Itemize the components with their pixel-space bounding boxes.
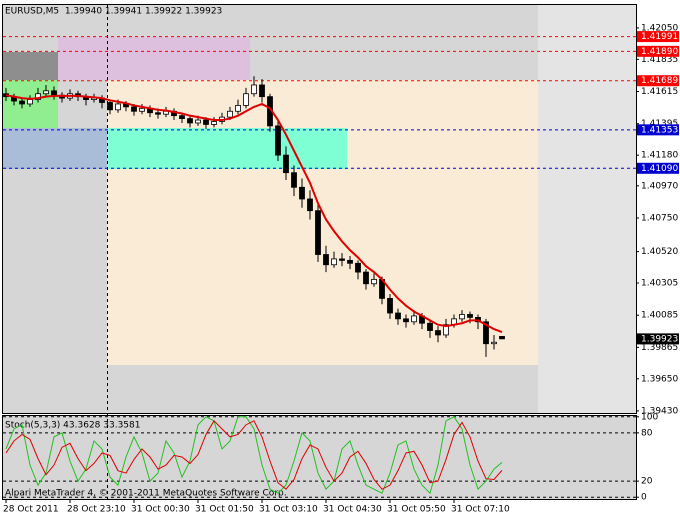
candle-body xyxy=(139,107,145,112)
level-label-box xyxy=(637,75,679,87)
candle-body xyxy=(107,102,113,111)
candle-body xyxy=(131,106,137,112)
y-tick-label: 1.40750 xyxy=(641,213,678,223)
level-label: 1.41353 xyxy=(641,125,678,135)
candle-body xyxy=(395,312,401,320)
indicator-line xyxy=(5,416,503,495)
y-tick-label: 1.40520 xyxy=(641,247,678,257)
x-tick-label: 31 Oct 05:50 xyxy=(387,505,446,515)
y-tick-label: 20 xyxy=(641,477,653,487)
level-label: 1.41689 xyxy=(641,76,678,86)
candle-body xyxy=(403,318,409,323)
x-tick-label: 28 Oct 2011 xyxy=(3,505,59,515)
chart-title: EURUSD,M5 1.39940 1.39941 1.39922 1.3992… xyxy=(5,7,222,17)
candle-body xyxy=(347,259,353,264)
y-tick-label: 1.40305 xyxy=(641,279,678,289)
candle-body xyxy=(467,314,473,318)
candle-body xyxy=(203,119,209,125)
zone xyxy=(107,80,538,365)
x-tick-label: 31 Oct 03:10 xyxy=(259,505,318,515)
candle-body xyxy=(331,258,337,266)
candle-body xyxy=(227,110,233,118)
candle-body xyxy=(363,271,369,285)
x-tick-label: 31 Oct 00:30 xyxy=(131,505,190,515)
candle-body xyxy=(499,335,505,340)
candle-body xyxy=(43,90,49,95)
candle-body xyxy=(195,119,201,124)
candle-body xyxy=(155,112,161,115)
candle-body xyxy=(427,322,433,331)
zone xyxy=(3,128,107,169)
candle-body xyxy=(179,115,185,119)
candle-body xyxy=(387,297,393,314)
price-label-box xyxy=(637,333,679,345)
level-label-box xyxy=(637,162,679,174)
zone xyxy=(107,128,347,169)
moving-average xyxy=(5,94,503,333)
zone xyxy=(3,52,58,80)
candle-body xyxy=(371,278,377,285)
y-tick-label: 1.41615 xyxy=(641,87,678,97)
level-label-box xyxy=(637,31,679,43)
candle-body xyxy=(187,118,193,124)
indicator-background xyxy=(3,416,636,499)
candle-body xyxy=(307,198,313,212)
candle-body xyxy=(459,314,465,320)
level-label: 1.41090 xyxy=(641,164,678,174)
candle-body xyxy=(19,100,25,105)
candle-body xyxy=(283,154,289,174)
candle-body xyxy=(51,90,57,96)
level-label: 1.41890 xyxy=(641,47,678,57)
y-tick-label: 100 xyxy=(641,412,658,422)
candle-body xyxy=(115,103,121,111)
footer: Alpari MetaTrader 4, © 2001-2011 MetaQuo… xyxy=(5,489,287,499)
candle-body xyxy=(235,105,241,112)
plot-frame xyxy=(2,4,637,414)
y-tick-label: 1.40970 xyxy=(641,181,678,191)
candle-body xyxy=(211,121,217,125)
candle-body xyxy=(355,262,361,273)
y-tick-label: 1.41835 xyxy=(641,55,678,65)
candle-body xyxy=(491,341,497,345)
candle-body xyxy=(251,84,257,95)
y-tick-label: 0 xyxy=(641,493,647,503)
indicator-title: Stoch(5,3,3) 43.3628 33.3581 xyxy=(5,421,140,431)
indicator-frame xyxy=(2,415,637,500)
y-tick-label: 1.41395 xyxy=(641,119,678,129)
candle-body xyxy=(259,84,265,98)
y-tick-label: 1.39650 xyxy=(641,374,678,384)
candle-body xyxy=(315,210,321,255)
level-label-box xyxy=(637,45,679,57)
y-tick-label: 1.39865 xyxy=(641,343,678,353)
price-label: 1.39923 xyxy=(641,334,678,344)
y-tick-label: 1.39430 xyxy=(641,406,678,416)
candle-body xyxy=(435,330,441,336)
candle-body xyxy=(443,324,449,336)
candle-body xyxy=(411,315,417,323)
future-area xyxy=(538,5,636,413)
y-tick-label: 1.42050 xyxy=(641,23,678,33)
x-tick-label: 31 Oct 01:50 xyxy=(195,505,254,515)
x-tick-label: 31 Oct 07:10 xyxy=(451,505,510,515)
candle-body xyxy=(291,172,297,188)
y-tick-label: 1.40085 xyxy=(641,311,678,321)
y-tick-label: 80 xyxy=(641,428,653,438)
candle-body xyxy=(483,321,489,345)
candle-body xyxy=(299,186,305,200)
candle-body xyxy=(27,99,33,105)
indicator-line xyxy=(5,420,503,490)
y-tick-label: 1.41180 xyxy=(641,151,678,161)
candle-body xyxy=(275,125,281,156)
candle-body xyxy=(339,258,345,261)
x-tick-label: 31 Oct 04:30 xyxy=(323,505,382,515)
x-tick-label: 28 Oct 23:10 xyxy=(67,505,126,515)
level-label-box xyxy=(637,124,679,136)
candle-body xyxy=(243,93,249,106)
zone xyxy=(58,37,250,80)
candle-body xyxy=(323,254,329,266)
level-label: 1.41991 xyxy=(641,32,678,42)
